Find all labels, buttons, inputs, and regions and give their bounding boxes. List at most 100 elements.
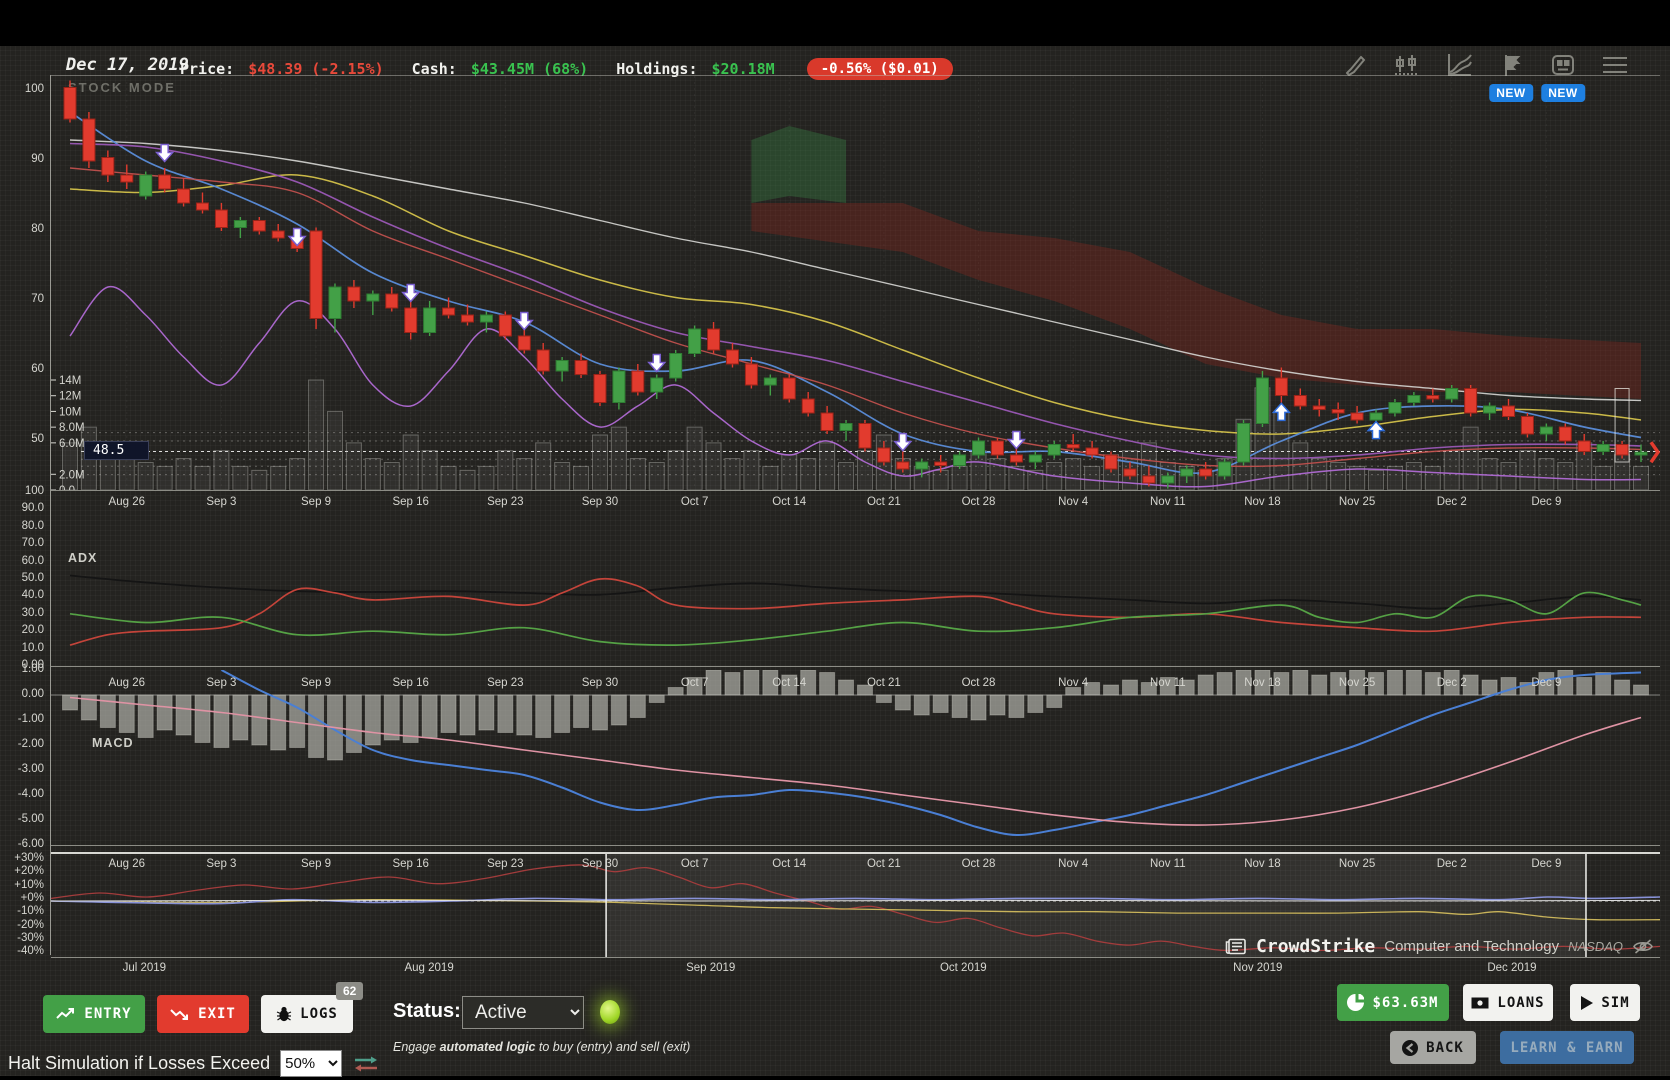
tick-label: 70 — [31, 293, 44, 305]
main-price-chart[interactable]: 14M 12M 10M 8.0M 6.0M 2.0M 0.0 — [51, 75, 1660, 491]
logs-count-badge: 62 — [336, 982, 364, 1000]
tick-label: 100 — [24, 83, 44, 95]
adx-axis: 100 90.0 80.0 70.0 60.0 50.0 40.0 30.0 20.0 10.0 0… — [0, 485, 46, 671]
svg-text:14M: 14M — [59, 375, 81, 387]
range-navigator-panel[interactable] — [51, 852, 1660, 958]
tick-label: +20% — [14, 865, 44, 878]
menu-icon[interactable] — [1598, 50, 1632, 80]
flags-icon[interactable]: NEW — [1489, 50, 1533, 102]
learn-earn-button[interactable]: LEARN & EARN — [1500, 1031, 1634, 1064]
engage-post: to buy (entry) and sell (exit) — [535, 1040, 691, 1054]
halt-threshold-select[interactable]: 50% — [280, 1050, 343, 1077]
svg-text:6.0M: 6.0M — [59, 438, 85, 450]
tick-label: 70.0 — [21, 537, 44, 550]
tick-label: 80 — [31, 223, 44, 235]
account-stats: Price: $48.39 (-2.15%) Cash: $43.45M (68… — [180, 58, 953, 80]
hide-overlay-eye-slash-icon[interactable] — [1632, 938, 1654, 955]
networth-button-label: $63.63M — [1372, 994, 1439, 1011]
back-button-label: BACK — [1426, 1039, 1464, 1056]
candles — [63, 80, 1648, 489]
active-status-glow-indicator — [600, 1000, 620, 1024]
pattern-icon[interactable] — [1390, 50, 1424, 80]
back-button[interactable]: BACK — [1390, 1031, 1476, 1064]
tick-label: 90 — [31, 153, 44, 165]
adx-canvas — [69, 574, 1642, 647]
tick-label: 1.00 — [21, 663, 44, 675]
volume-axis-labels: 14M 12M 10M 8.0M 6.0M 2.0M 0.0 — [51, 375, 85, 490]
holdings-label: Holdings: — [616, 60, 698, 78]
chart-background — [0, 46, 1670, 1076]
company-name: CrowdStrike — [1256, 936, 1376, 957]
swap-arrows-icon[interactable] — [352, 1054, 380, 1074]
macd-axis: 1.00 0.00 -1.00 -2.00 -3.00 -4.00 -5.00 -6.00 — [0, 663, 46, 850]
logs-button[interactable]: LOGS — [261, 995, 353, 1033]
tick-label: 0.00 — [21, 688, 44, 700]
stock-branding: CrowdStrike Computer and Technology NASD… — [1225, 936, 1654, 957]
tick-label: +0% — [20, 892, 44, 905]
bug-icon — [276, 1006, 292, 1022]
macd-canvas — [51, 670, 1660, 837]
tick-label: 0.00 — [21, 659, 44, 671]
tick-label: 50.0 — [21, 572, 44, 584]
svg-text:12M: 12M — [59, 391, 81, 403]
indicators-chart-icon[interactable] — [1442, 50, 1476, 80]
entry-button[interactable]: ENTRY — [43, 995, 145, 1033]
tick-label: 50 — [31, 433, 44, 445]
tick-label: -10% — [17, 905, 44, 918]
holdings-value: $20.18M — [711, 60, 775, 78]
status-select[interactable]: Active — [462, 996, 584, 1029]
current-date: Dec 17, 2019 — [66, 55, 189, 75]
marker-icon[interactable] — [1338, 50, 1372, 80]
price-value: $48.39 (-2.15%) — [248, 60, 384, 78]
sim-button[interactable]: SIM — [1570, 984, 1640, 1021]
tick-label: 90.0 — [21, 502, 44, 515]
tick-label: 10.0 — [21, 641, 44, 654]
svg-text:10M: 10M — [59, 406, 81, 418]
tick-label: -6.00 — [17, 838, 44, 850]
macd-indicator-panel[interactable] — [51, 670, 1660, 846]
exit-button-label: EXIT — [198, 1006, 236, 1022]
tick-label: 60 — [31, 363, 44, 375]
tick-label: -40% — [17, 945, 44, 958]
new-badge: NEW — [1541, 84, 1585, 102]
main-chart-canvas: 14M 12M 10M 8.0M 6.0M 2.0M 0.0 — [51, 76, 1660, 490]
halt-simulation-row: Halt Simulation if Losses Exceed 50% — [8, 1050, 380, 1077]
svg-text:8.0M: 8.0M — [59, 422, 85, 434]
loans-button-label: LOANS — [1497, 994, 1545, 1011]
adx-label: ADX — [68, 551, 98, 565]
tick-label: -4.00 — [17, 788, 44, 800]
tick-label: 80.0 — [21, 519, 44, 532]
tick-label: -1.00 — [17, 713, 44, 725]
navigator-selection-window — [606, 854, 1586, 957]
tick-label: -20% — [17, 918, 44, 931]
trade-signal-arrows — [154, 143, 1386, 452]
daily-change-badge: -0.56% ($0.01) — [806, 58, 953, 80]
exit-trend-down-icon — [170, 1009, 189, 1020]
status-label: Status: — [393, 1000, 461, 1022]
tick-label: -2.00 — [17, 738, 44, 750]
loans-button[interactable]: LOANS — [1463, 984, 1553, 1021]
bot-icon[interactable]: NEW — [1541, 50, 1585, 102]
halt-label: Halt Simulation if Losses Exceed — [8, 1053, 271, 1073]
tick-label: -3.00 — [17, 763, 44, 775]
pie-chart-icon — [1347, 994, 1365, 1011]
learn-earn-button-label: LEARN & EARN — [1510, 1039, 1624, 1056]
exit-button[interactable]: EXIT — [157, 995, 249, 1033]
new-badge: NEW — [1489, 84, 1533, 102]
play-icon — [1581, 995, 1594, 1010]
entry-trend-up-icon — [56, 1008, 75, 1019]
tick-label: 40.0 — [21, 589, 44, 602]
cash-label: Cash: — [411, 60, 457, 78]
current-candle-marker — [1649, 441, 1660, 464]
networth-button[interactable]: $63.63M — [1337, 984, 1449, 1021]
exchange-label: NASDAQ — [1568, 939, 1623, 954]
newspaper-icon — [1225, 938, 1246, 954]
engage-pre: Engage — [393, 1040, 440, 1054]
price-axis: 100 90 80 70 60 50 — [0, 75, 46, 489]
navigator-axis: +30% +20% +10% +0% -10% -20% -30% -40% — [0, 852, 46, 958]
current-price-tag: 48.5 — [84, 440, 150, 460]
adx-indicator-panel[interactable] — [51, 492, 1660, 667]
macd-label: MACD — [92, 736, 134, 750]
chart-toolbar: NEW NEW — [1338, 50, 1632, 102]
